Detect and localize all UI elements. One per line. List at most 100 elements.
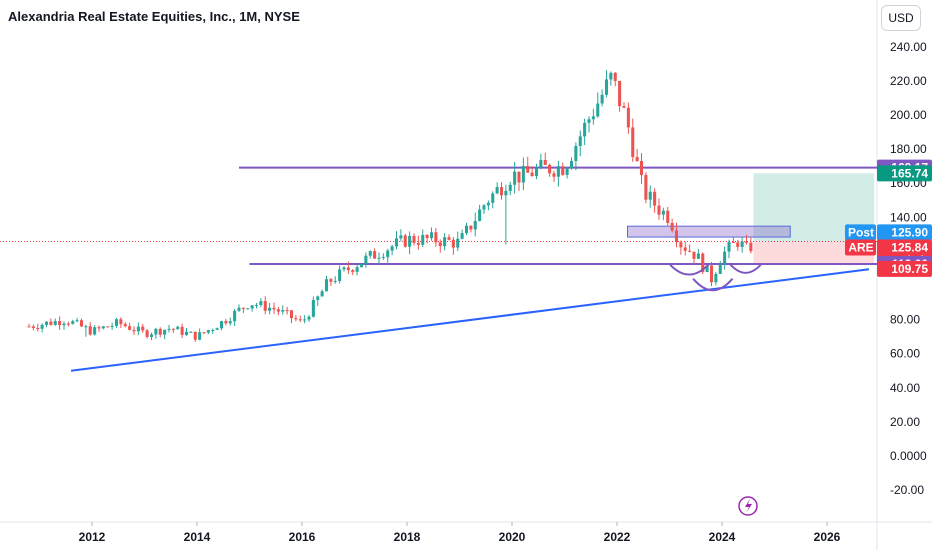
candle-body	[123, 324, 127, 327]
candle-body	[622, 106, 626, 108]
candle-body	[526, 166, 530, 173]
price-badge	[877, 165, 932, 182]
candle-body	[158, 328, 162, 335]
candle-body	[355, 267, 359, 272]
candle-body	[394, 238, 399, 247]
candle-body	[565, 168, 569, 175]
candle-body	[167, 328, 171, 330]
candle-body	[639, 160, 644, 176]
badge-prefix-label: Post	[848, 225, 874, 239]
candle-body	[285, 310, 289, 312]
chart-title: Alexandria Real Estate Equities, Inc., 1…	[8, 9, 300, 24]
candle-body	[478, 209, 482, 221]
candle-body	[329, 279, 333, 282]
candle-body	[456, 238, 460, 248]
candle-body	[193, 331, 197, 340]
candle-body	[399, 235, 403, 239]
currency-selector[interactable]: USD	[881, 5, 921, 31]
candle-body	[346, 267, 350, 271]
candle-body	[88, 326, 92, 335]
x-tick-label: 2022	[604, 530, 631, 544]
candle-body	[377, 257, 381, 259]
price-badge	[877, 224, 932, 241]
candle-body	[237, 307, 241, 311]
candle-body	[718, 264, 722, 274]
candle-body	[62, 323, 66, 326]
candle-body	[661, 210, 665, 215]
x-tick-label: 2020	[499, 530, 526, 544]
candle-body	[298, 319, 302, 321]
candle-body	[342, 267, 346, 270]
badge-prefix	[845, 224, 876, 241]
candle-body	[740, 241, 744, 247]
candle-body	[219, 321, 224, 329]
candle-body	[583, 122, 587, 137]
candle-body	[128, 326, 132, 330]
candle-body	[36, 328, 40, 330]
candle-body	[521, 166, 525, 183]
candle-body	[626, 107, 630, 128]
candle-body	[316, 296, 320, 300]
candle-body	[403, 235, 407, 247]
candle-body	[228, 321, 232, 324]
candle-body	[66, 323, 70, 325]
candle-body	[246, 308, 250, 310]
candle-body	[513, 171, 517, 185]
candle-body	[416, 242, 420, 245]
candle-body	[180, 326, 184, 335]
shoulder-arc[interactable]	[668, 263, 710, 276]
long-position-stop-zone[interactable]	[753, 241, 875, 265]
x-tick-label: 2012	[79, 530, 106, 544]
shoulder-arc[interactable]	[729, 263, 763, 274]
x-tick-label: 2018	[394, 530, 421, 544]
candle-body	[359, 263, 364, 268]
candle-body	[250, 305, 254, 309]
candle-body	[495, 187, 499, 194]
y-tick-label: 60.00	[890, 347, 920, 361]
rising-trendline[interactable]	[70, 268, 870, 372]
candle-body	[202, 332, 206, 334]
candle-body	[429, 232, 434, 239]
y-tick-label: 20.00	[890, 415, 920, 429]
candle-body	[119, 319, 123, 325]
candle-body	[644, 175, 648, 200]
candle-body	[141, 326, 145, 331]
candle-body	[613, 72, 617, 81]
candle-body	[508, 184, 512, 191]
candle-body	[215, 328, 219, 330]
candle-body	[473, 220, 477, 230]
candle-body	[241, 307, 245, 309]
candle-body	[460, 233, 464, 239]
candle-body	[58, 320, 62, 326]
candle-body	[683, 247, 687, 251]
head-arc[interactable]	[692, 278, 734, 292]
candle-body	[320, 291, 324, 297]
candle-body	[517, 171, 521, 183]
candle-body	[176, 326, 180, 330]
y-tick-label: 240.00	[890, 40, 927, 54]
candle-body	[587, 119, 591, 123]
candle-body	[552, 173, 556, 177]
candle-body	[688, 250, 692, 252]
candle-body	[482, 205, 486, 210]
candle-body	[548, 164, 552, 174]
candle-body	[44, 321, 49, 325]
y-tick-label: 200.00	[890, 108, 927, 122]
candle-body	[408, 235, 412, 247]
candle-body	[149, 334, 154, 337]
lightning-icon[interactable]	[738, 496, 758, 516]
candle-body	[307, 316, 311, 320]
candle-body	[311, 299, 315, 317]
candle-body	[272, 307, 276, 310]
y-tick-label: 80.00	[890, 313, 920, 327]
candle-body	[653, 191, 657, 206]
resistance-zone-rectangle[interactable]	[627, 225, 791, 238]
candle-body	[635, 157, 639, 161]
candle-body	[556, 166, 560, 177]
y-tick-label: -20.00	[890, 483, 924, 497]
candle-body	[727, 242, 731, 252]
candle-body	[443, 237, 447, 247]
candle-body	[132, 329, 136, 332]
candle-body	[561, 166, 565, 175]
